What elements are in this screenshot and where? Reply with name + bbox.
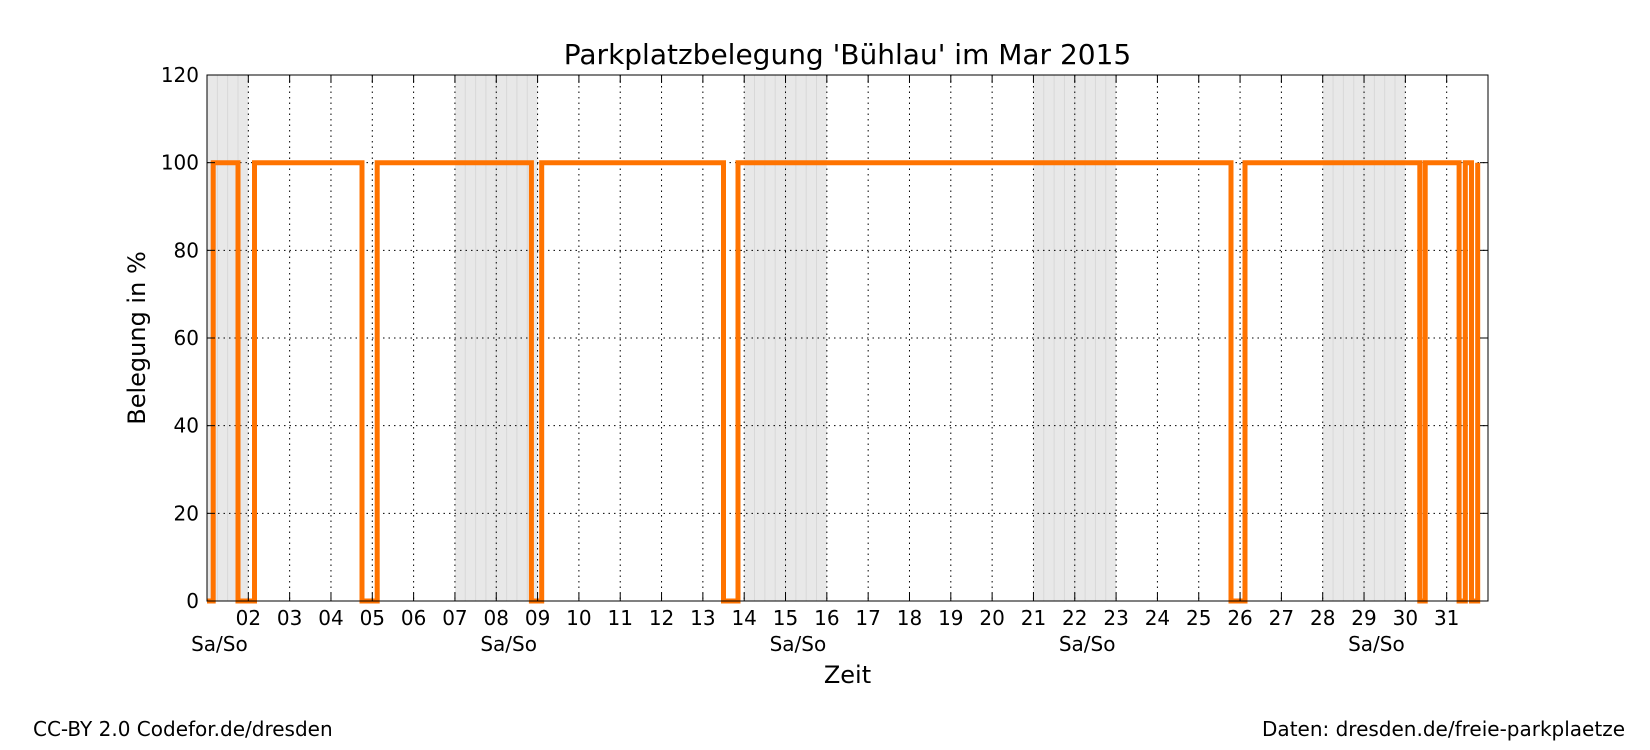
license-credit: CC-BY 2.0 Codefor.de/dresden xyxy=(33,717,333,741)
x-tick-label: 02 xyxy=(236,606,261,630)
y-tick-label: 60 xyxy=(174,326,199,350)
x-tick-label: 03 xyxy=(277,606,302,630)
x-tick-label: 28 xyxy=(1310,606,1335,630)
y-axis-label: Belegung in % xyxy=(123,251,151,425)
x-tick-label: 12 xyxy=(649,606,674,630)
y-tick-label: 40 xyxy=(174,414,199,438)
x-tick-label: 11 xyxy=(607,606,632,630)
plot-frame xyxy=(206,74,1489,602)
x-tick-label: 26 xyxy=(1227,606,1252,630)
x-tick-label: 23 xyxy=(1103,606,1128,630)
series-line xyxy=(207,160,1481,604)
x-tick-label: 22 xyxy=(1062,606,1087,630)
series-layer xyxy=(207,160,1481,604)
x-tick-label: 07 xyxy=(442,606,467,630)
x-axis-label: Zeit xyxy=(824,661,871,689)
x-tick-label: 19 xyxy=(938,606,963,630)
weekend-label: Sa/So xyxy=(191,632,248,656)
x-tick-label: 16 xyxy=(814,606,839,630)
y-tick-label: 120 xyxy=(161,63,199,87)
x-tick-label: 25 xyxy=(1186,606,1211,630)
weekend-label: Sa/So xyxy=(770,632,827,656)
ticks: 0 20 40 60 80 100 120 02 03 04 05 06 07 08 09 10 11 12 13 1… xyxy=(161,63,1488,656)
x-tick-label: 18 xyxy=(897,606,922,630)
x-tick-label: 20 xyxy=(979,606,1004,630)
x-tick-label: 05 xyxy=(360,606,385,630)
data-source-credit: Daten: dresden.de/freie-parkplaetze xyxy=(1262,717,1625,741)
y-tick-label: 20 xyxy=(174,501,199,525)
x-tick-label: 27 xyxy=(1269,606,1294,630)
x-tick-label: 31 xyxy=(1434,606,1459,630)
x-tick-label: 10 xyxy=(566,606,591,630)
y-tick-label: 80 xyxy=(174,238,199,262)
y-tick-label: 100 xyxy=(161,151,199,175)
chart-title: Parkplatzbelegung 'Bühlau' im Mar 2015 xyxy=(564,38,1131,71)
weekend-label: Sa/So xyxy=(480,632,537,656)
x-tick-label: 21 xyxy=(1021,606,1046,630)
x-tick-label: 04 xyxy=(318,606,343,630)
x-tick-label: 24 xyxy=(1145,606,1170,630)
x-tick-label: 15 xyxy=(773,606,798,630)
x-tick-label: 29 xyxy=(1351,606,1376,630)
x-tick-label: 06 xyxy=(401,606,426,630)
x-tick-label: 30 xyxy=(1393,606,1418,630)
weekend-label: Sa/So xyxy=(1059,632,1116,656)
x-tick-label: 14 xyxy=(731,606,756,630)
y-tick-label: 0 xyxy=(186,589,199,613)
x-tick-label: 13 xyxy=(690,606,715,630)
x-tick-label: 09 xyxy=(525,606,550,630)
x-tick-label: 17 xyxy=(855,606,880,630)
x-tick-label: 08 xyxy=(484,606,509,630)
grid xyxy=(207,75,1488,601)
weekend-label: Sa/So xyxy=(1348,632,1405,656)
